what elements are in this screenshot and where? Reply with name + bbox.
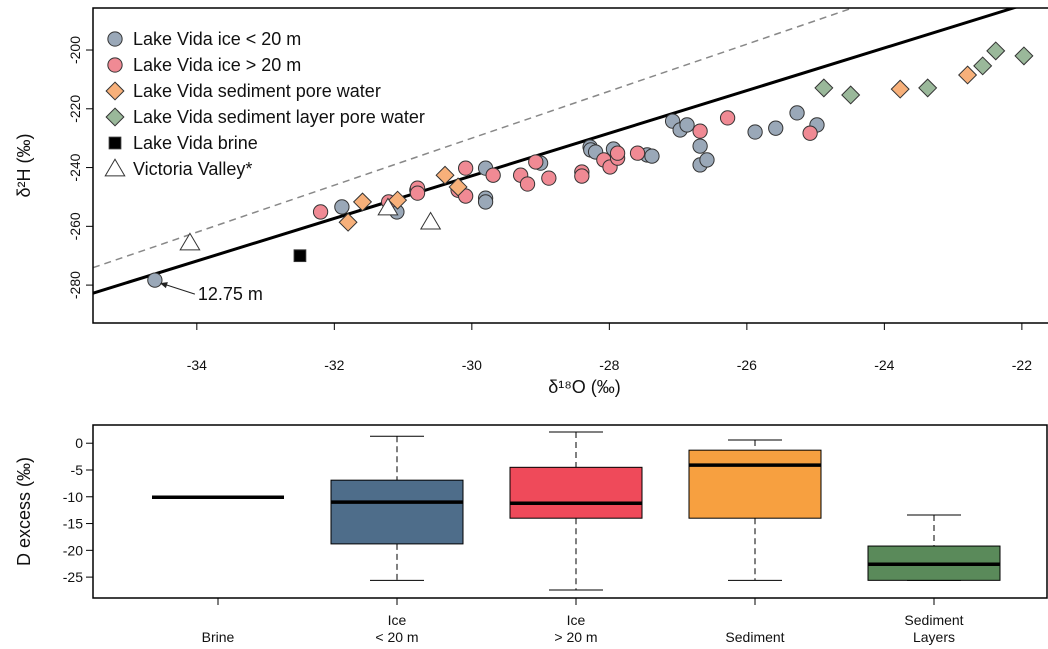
point (609, 145, 626, 161)
x-tick-label: -24 (874, 357, 894, 373)
axes-frame (92, 7, 1048, 324)
point (435, 165, 455, 185)
point (179, 232, 201, 251)
point (789, 105, 805, 121)
point (1014, 46, 1034, 66)
point (528, 154, 544, 170)
box (688, 449, 822, 519)
point (574, 168, 590, 184)
point (419, 211, 442, 230)
point (338, 212, 358, 232)
x-tick-label: Sediment Layers (904, 612, 964, 645)
point (644, 148, 660, 164)
point (841, 85, 861, 105)
point (692, 138, 708, 154)
point (352, 192, 373, 212)
y-tick-label: -220 (67, 95, 83, 123)
box (509, 466, 643, 519)
point (719, 110, 736, 126)
point (890, 79, 910, 99)
legend-marker (107, 31, 123, 47)
y-tick-label: 0 (75, 435, 83, 451)
legend-label: Lake Vida ice < 20 m (133, 29, 301, 49)
point (388, 190, 408, 210)
y-tick-label: -280 (67, 271, 83, 299)
point (747, 124, 763, 140)
x-tick-label: -22 (1012, 357, 1032, 373)
x-tick-label: Sediment (725, 629, 785, 645)
point (293, 249, 307, 263)
x-tick-label: -32 (324, 357, 344, 373)
point (986, 41, 1006, 61)
legend-label: Victoria Valley* (133, 159, 252, 179)
x-tick-label: -34 (187, 357, 207, 373)
x-tick-label: Ice > 20 m (554, 612, 598, 645)
legend-label: Lake Vida ice > 20 m (133, 55, 301, 75)
box (330, 479, 464, 545)
x-tick-label: Ice < 20 m (375, 612, 419, 645)
y-axis-title: D excess (‰) (14, 457, 34, 566)
y-tick-label: -20 (63, 542, 83, 558)
reference-line (93, 8, 855, 269)
axes-frame (92, 424, 1048, 599)
x-tick-label: Brine (201, 629, 235, 645)
legend-marker (104, 158, 126, 177)
reference-line (93, 8, 1019, 295)
point (312, 204, 329, 220)
point (802, 125, 818, 141)
point (973, 56, 993, 76)
annotation: 12.75 m (198, 284, 263, 304)
point (629, 145, 646, 161)
x-axis-title: δ¹⁸O (‰) (548, 377, 621, 397)
point (477, 194, 494, 210)
y-tick-label: -260 (67, 212, 83, 240)
point (679, 117, 695, 133)
point (457, 160, 474, 176)
legend-label: Lake Vida brine (133, 133, 258, 153)
point (409, 185, 426, 201)
point (814, 78, 834, 98)
legend-marker (108, 136, 122, 150)
legend-label: Lake Vida sediment pore water (133, 81, 381, 101)
point (485, 167, 501, 183)
y-tick-label: -10 (63, 489, 83, 505)
legend-marker (105, 107, 125, 127)
point (541, 170, 557, 186)
x-tick-label: -26 (737, 357, 757, 373)
legend-label: Lake Vida sediment layer pore water (133, 107, 425, 127)
point (918, 78, 938, 98)
x-tick-label: -28 (599, 357, 619, 373)
point (692, 123, 708, 139)
legend-marker (107, 57, 123, 73)
legend-marker (105, 81, 125, 101)
y-tick-label: -5 (71, 462, 84, 478)
point (448, 177, 468, 197)
annotation-arrowhead (159, 282, 168, 289)
y-tick-label: -200 (67, 36, 83, 64)
point (699, 152, 715, 168)
point (377, 197, 399, 216)
y-tick-label: -240 (67, 153, 83, 181)
point (768, 120, 784, 136)
y-tick-label: -15 (63, 516, 83, 532)
y-axis-title: δ²H (‰) (14, 133, 34, 197)
point (334, 199, 350, 215)
point (958, 65, 978, 85)
point (519, 176, 536, 192)
point (147, 272, 163, 288)
y-tick-label: -25 (63, 569, 83, 585)
x-tick-label: -30 (462, 357, 482, 373)
